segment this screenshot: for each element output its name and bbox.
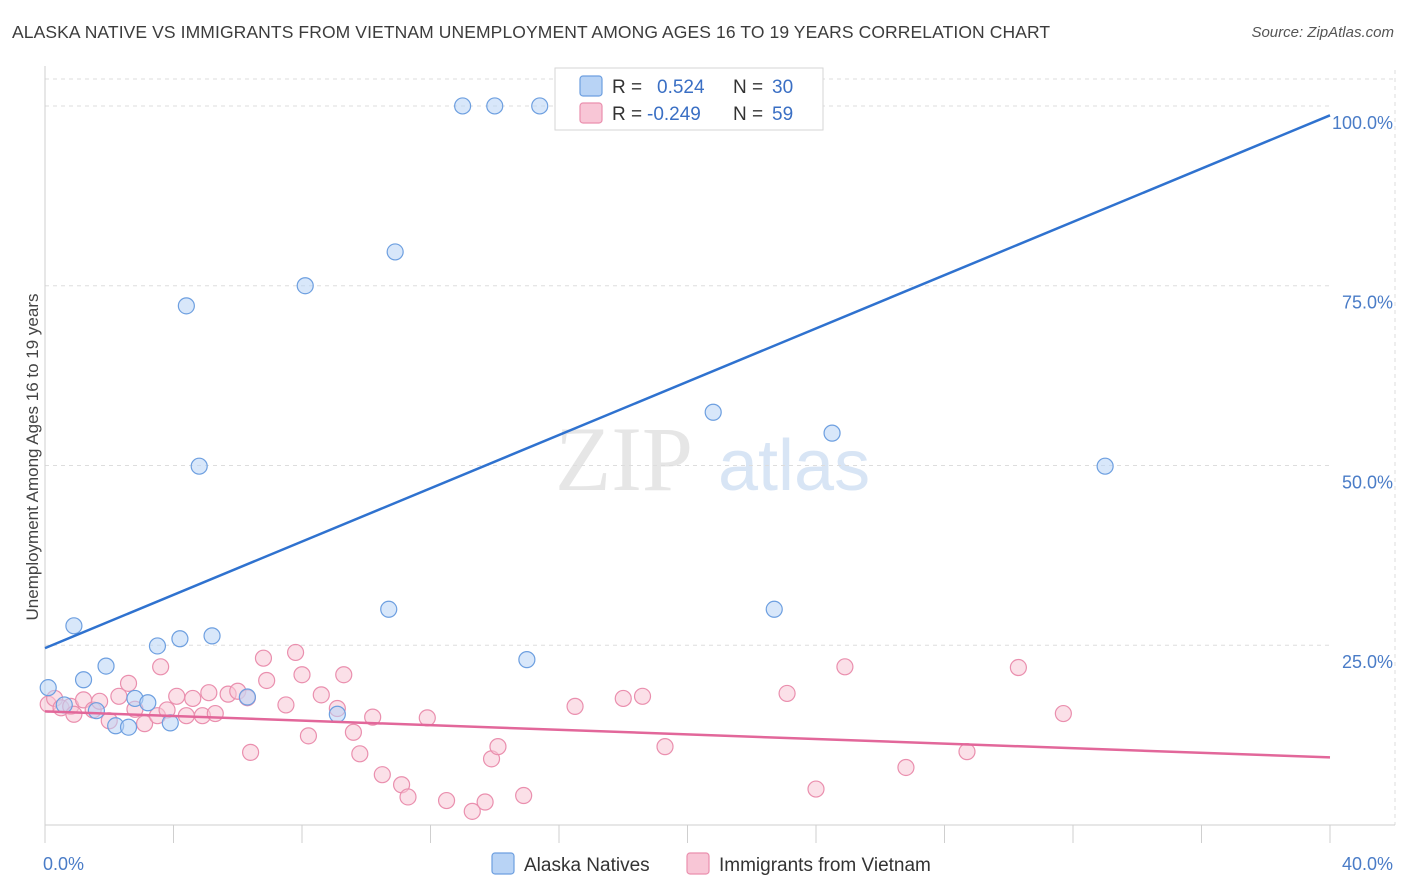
y-axis-label: Unemployment Among Ages 16 to 19 years bbox=[23, 294, 42, 621]
alaska-point-20 bbox=[386, 243, 404, 261]
legend-n-label-alaska: N = bbox=[733, 77, 763, 98]
y-tick-label-1: 50.0% bbox=[1342, 472, 1393, 492]
legend-n-value-vietnam: 59 bbox=[772, 104, 793, 125]
vietnam-point-52 bbox=[778, 684, 796, 703]
vietnam-point-56 bbox=[958, 743, 976, 761]
vietnam-point-48 bbox=[566, 697, 584, 715]
alaska-point-3 bbox=[74, 671, 93, 689]
vietnam-point-28 bbox=[277, 696, 295, 714]
alaska-point-26 bbox=[765, 600, 783, 618]
vietnam-point-31 bbox=[299, 727, 318, 745]
vietnam-point-55 bbox=[897, 758, 915, 777]
alaska-point-12 bbox=[171, 630, 189, 648]
vietnam-point-57 bbox=[1009, 658, 1027, 677]
legend-r-label-alaska: R = bbox=[612, 77, 642, 98]
vietnam-point-53 bbox=[807, 780, 825, 798]
alaska-point-21 bbox=[454, 97, 472, 115]
legend-swatch-vietnam bbox=[579, 102, 603, 124]
bottom-legend-label-vietnam: Immigrants from Vietnam bbox=[719, 855, 931, 876]
vietnam-point-18 bbox=[184, 689, 202, 708]
vietnam-point-58 bbox=[1054, 704, 1072, 723]
watermark-atlas: atlas bbox=[718, 426, 870, 506]
vietnam-point-44 bbox=[476, 793, 494, 811]
alaska-point-22 bbox=[486, 97, 504, 115]
vietnam-point-43 bbox=[463, 802, 481, 820]
alaska-point-15 bbox=[203, 627, 221, 645]
alaska-point-14 bbox=[190, 457, 208, 475]
vietnam-point-25 bbox=[242, 743, 260, 761]
legend-r-value-vietnam: -0.249 bbox=[647, 104, 701, 125]
alaska-point-25 bbox=[704, 403, 722, 421]
bottom-legend: Alaska Natives Immigrants from Vietnam bbox=[491, 852, 931, 876]
trend-line-alaska bbox=[44, 114, 1331, 650]
alaska-point-2 bbox=[65, 617, 83, 635]
alaska-point-17 bbox=[296, 277, 314, 295]
watermark-zip: ZIP bbox=[555, 408, 693, 510]
x-tick-label-0: 0.0% bbox=[43, 854, 84, 874]
vietnam-point-20 bbox=[200, 684, 218, 702]
alaska-point-16 bbox=[238, 688, 256, 706]
alaska-point-5 bbox=[97, 657, 115, 675]
trend-line-vietnam bbox=[44, 710, 1331, 759]
legend-r-label-vietnam: R = bbox=[612, 104, 642, 125]
vietnam-point-42 bbox=[437, 791, 456, 810]
vietnam-point-54 bbox=[836, 658, 854, 676]
chart-title: ALASKA NATIVE VS IMMIGRANTS FROM VIETNAM… bbox=[12, 22, 1051, 42]
legend-r-value-alaska: 0.524 bbox=[657, 77, 705, 98]
alaska-point-19 bbox=[380, 600, 398, 618]
legend-n-label-vietnam: N = bbox=[733, 104, 763, 125]
alaska-point-7 bbox=[119, 718, 138, 736]
vietnam-point-47 bbox=[515, 786, 533, 805]
watermark: ZIP atlas bbox=[555, 408, 870, 510]
bottom-legend-swatch-vietnam bbox=[686, 852, 710, 875]
vietnam-point-40 bbox=[399, 788, 417, 806]
chart-source: Source: ZipAtlas.com bbox=[1251, 24, 1394, 41]
alaska-point-0 bbox=[39, 679, 57, 697]
legend-swatch-alaska bbox=[579, 75, 603, 97]
y-tick-labels: 25.0% 50.0% 75.0% 100.0% bbox=[1332, 113, 1393, 672]
bottom-legend-label-alaska: Alaska Natives bbox=[524, 855, 650, 876]
alaska-point-24 bbox=[518, 651, 536, 669]
alaska-point-13 bbox=[177, 297, 195, 315]
vietnam-point-35 bbox=[344, 723, 362, 741]
alaska-point-1 bbox=[55, 696, 73, 714]
vietnam-point-38 bbox=[373, 766, 391, 784]
vietnam-point-27 bbox=[258, 671, 276, 690]
trend-lines bbox=[44, 114, 1331, 759]
x-tick-label-1: 40.0% bbox=[1342, 854, 1393, 874]
y-tick-label-3: 100.0% bbox=[1332, 113, 1393, 133]
bottom-legend-swatch-alaska bbox=[491, 852, 515, 875]
vietnam-point-36 bbox=[351, 745, 369, 763]
vietnam-point-46 bbox=[489, 738, 507, 756]
x-tick-labels: 0.0% 40.0% bbox=[43, 854, 1393, 874]
y-tick-label-0: 25.0% bbox=[1342, 652, 1393, 672]
alaska-point-18 bbox=[328, 705, 346, 723]
alaska-point-27 bbox=[823, 424, 841, 442]
alaska-point-9 bbox=[139, 694, 157, 712]
y-tick-label-2: 75.0% bbox=[1342, 293, 1393, 313]
series-vietnam-points bbox=[39, 643, 1072, 820]
vietnam-point-37 bbox=[364, 708, 382, 726]
vietnam-point-49 bbox=[614, 689, 632, 708]
legend-n-value-alaska: 30 bbox=[772, 77, 793, 98]
vietnam-point-34 bbox=[335, 666, 353, 684]
alaska-point-10 bbox=[148, 637, 167, 655]
alaska-point-4 bbox=[87, 702, 106, 720]
vietnam-point-30 bbox=[293, 666, 311, 684]
alaska-point-23 bbox=[531, 97, 549, 115]
vietnam-point-26 bbox=[254, 649, 273, 667]
alaska-point-28 bbox=[1096, 457, 1114, 475]
vietnam-point-51 bbox=[656, 738, 674, 756]
vietnam-point-50 bbox=[633, 687, 652, 705]
vietnam-point-10 bbox=[119, 674, 138, 692]
vietnam-point-21 bbox=[206, 704, 224, 723]
vietnam-point-41 bbox=[418, 709, 436, 727]
vietnam-point-14 bbox=[152, 658, 170, 676]
vietnam-point-16 bbox=[168, 687, 186, 705]
vietnam-point-29 bbox=[286, 643, 305, 662]
vietnam-point-32 bbox=[312, 686, 330, 704]
legend: R = 0.524 N = 30 R = -0.249 N = 59 bbox=[554, 67, 824, 131]
